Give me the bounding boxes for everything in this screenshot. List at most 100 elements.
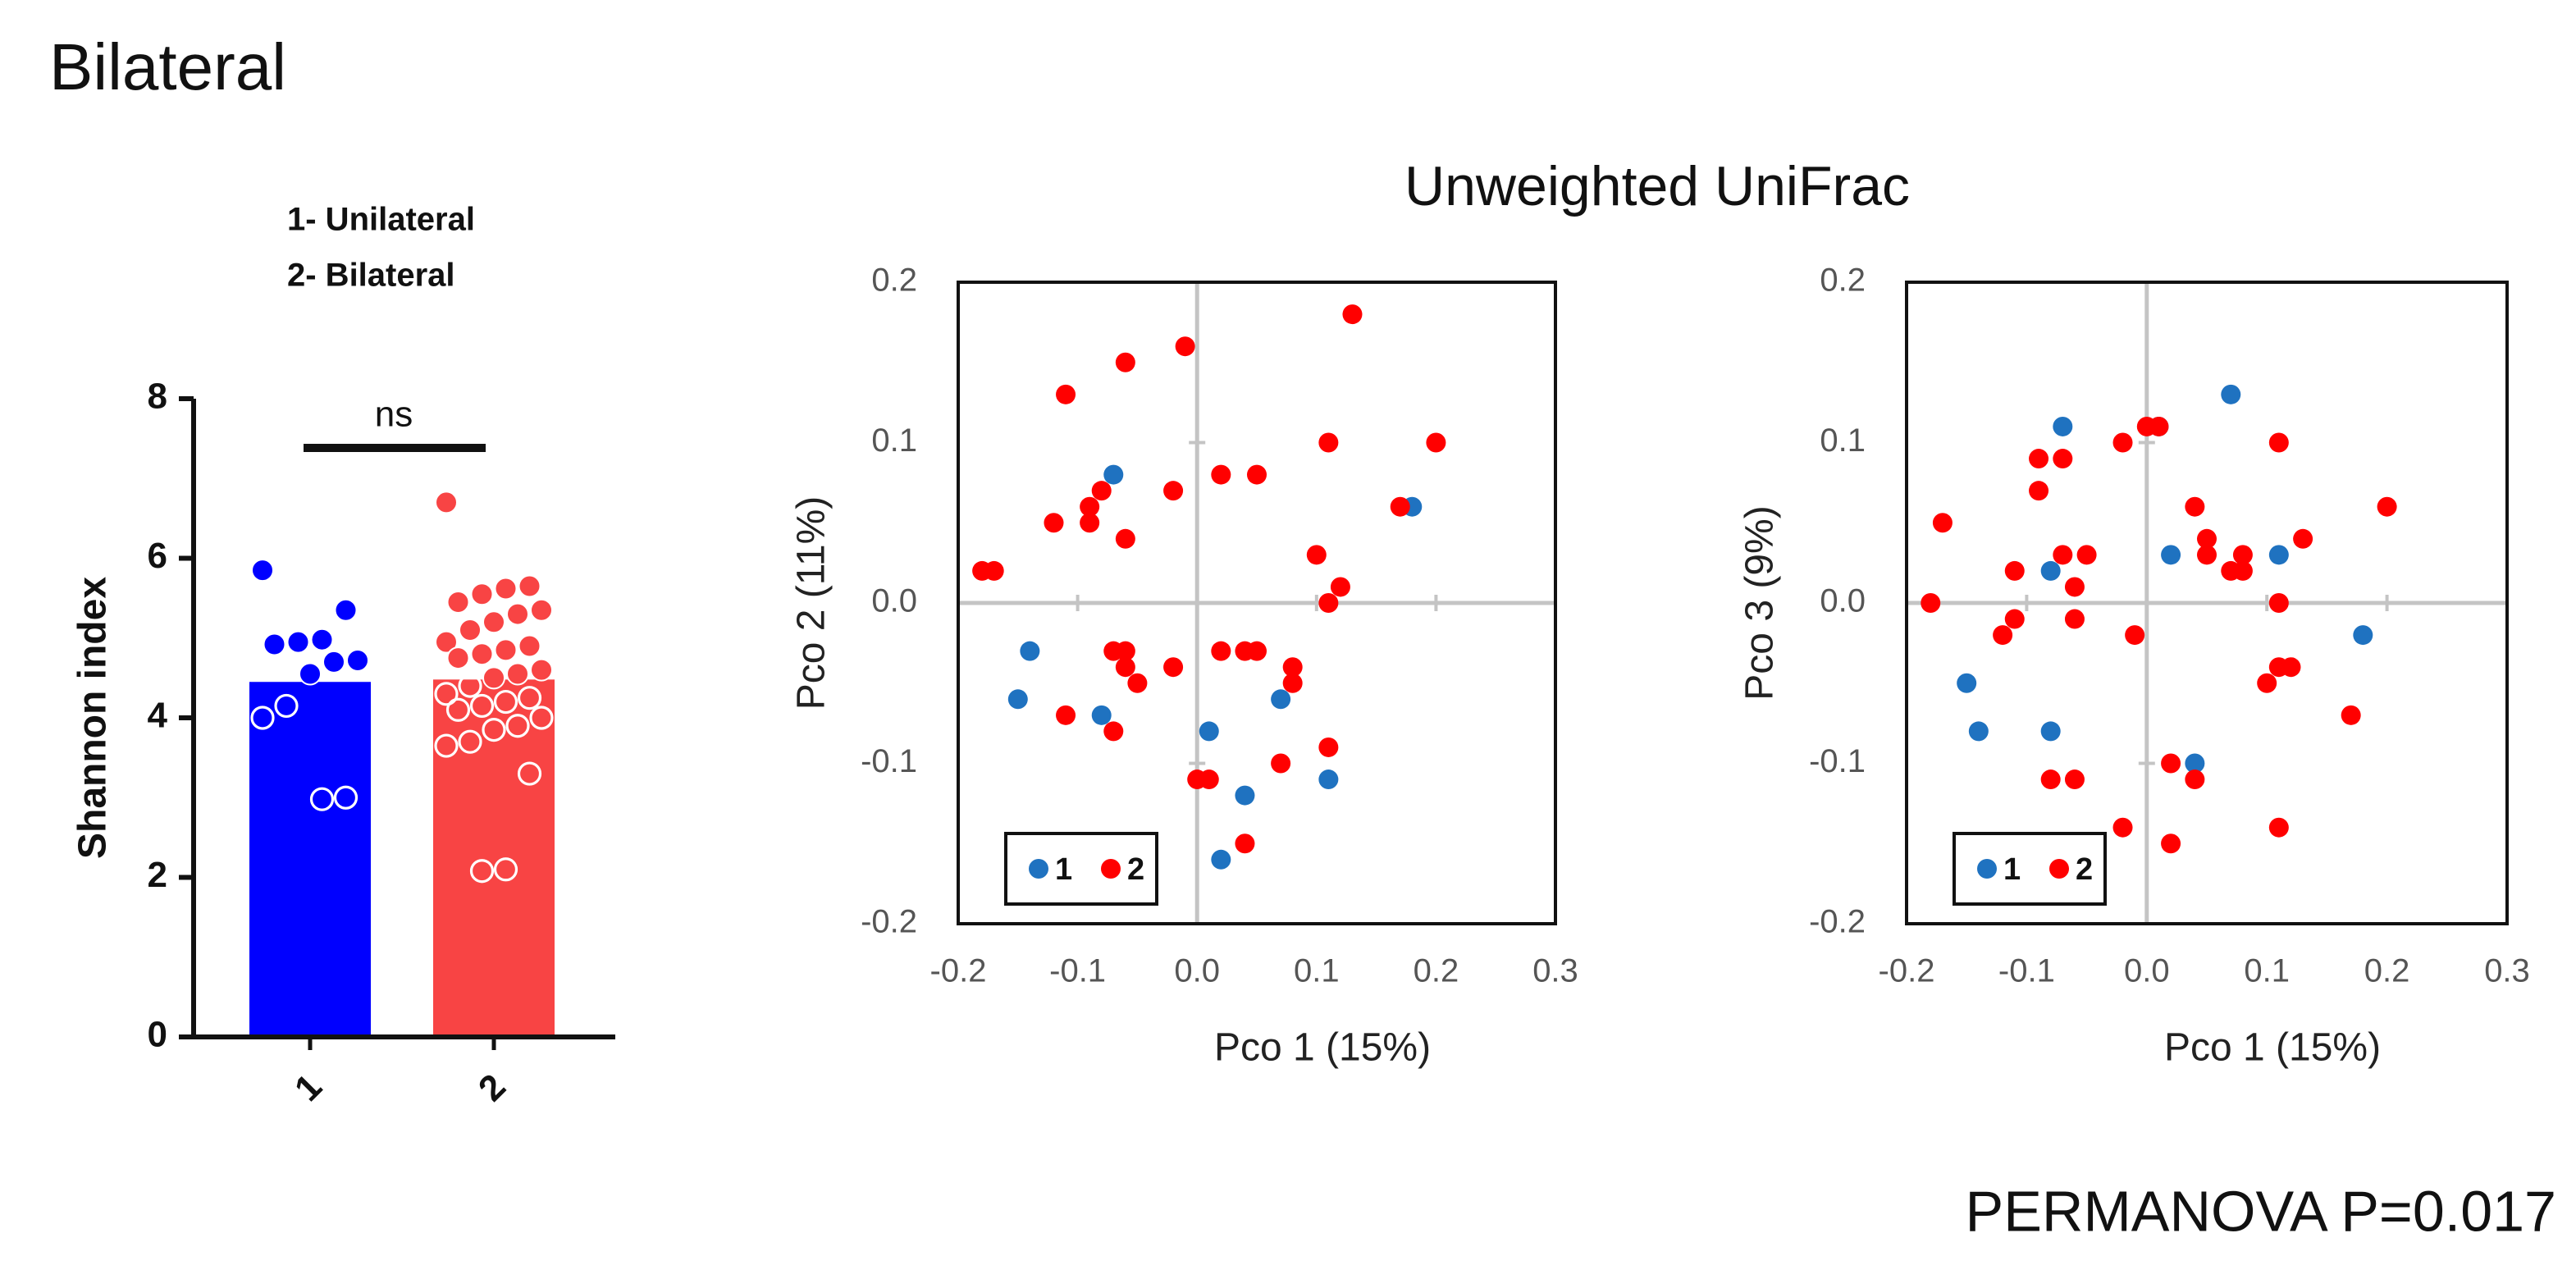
- page-title: Bilateral: [49, 30, 286, 103]
- legend-label: 2: [1127, 852, 1144, 887]
- data-point: [334, 598, 358, 622]
- data-point: [446, 590, 470, 614]
- data-point: [2040, 770, 2061, 790]
- data-point: [1211, 849, 1231, 870]
- data-point: [494, 577, 518, 601]
- legend-label: 2- Bilateral: [287, 258, 455, 294]
- data-point: [1247, 641, 1267, 661]
- data-point: [1007, 689, 1028, 710]
- data-point: [469, 693, 495, 719]
- x-tick-label: 0.2: [2364, 953, 2410, 989]
- data-point: [309, 787, 335, 811]
- data-point: [2149, 416, 2169, 436]
- data-point: [2268, 545, 2289, 565]
- data-point: [1306, 545, 1327, 565]
- y-tick-label: 0.2: [871, 263, 917, 299]
- y-tick-label: 0.0: [1820, 583, 1866, 619]
- data-point: [1044, 513, 1064, 533]
- data-point: [1115, 528, 1135, 549]
- data-point: [1080, 513, 1100, 533]
- y-axis-label: Pco 2 (11%): [790, 496, 834, 710]
- legend-marker: [2049, 859, 2069, 879]
- x-tick-label: -0.2: [1879, 953, 1935, 989]
- data-point: [2377, 496, 2397, 517]
- data-point: [2281, 657, 2301, 678]
- annotation: PERMANOVA P=0.017: [1966, 1179, 2556, 1243]
- data-point: [2197, 545, 2217, 565]
- data-point: [1318, 432, 1339, 453]
- data-point: [1103, 464, 1124, 485]
- y-tick-label: 4: [148, 696, 168, 736]
- data-point: [506, 602, 529, 626]
- data-point: [493, 857, 518, 882]
- data-point: [1080, 496, 1100, 517]
- y-tick-label: 0.2: [1820, 263, 1866, 299]
- legend-marker: [1101, 859, 1121, 879]
- x-tick-label: 0.0: [2124, 953, 2170, 989]
- x-tick-label: 0.2: [1414, 953, 1459, 989]
- data-point: [446, 646, 470, 670]
- data-point: [1235, 833, 1255, 854]
- data-point: [2125, 625, 2145, 646]
- data-point: [459, 619, 482, 642]
- data-point: [1318, 737, 1339, 757]
- data-point: [2268, 817, 2289, 838]
- data-point: [445, 697, 471, 722]
- data-point: [1103, 721, 1124, 742]
- group-title: Unweighted UniFrac: [1404, 155, 1910, 217]
- legend-label: 1- Unilateral: [287, 202, 475, 238]
- x-tick-label: -0.1: [1049, 953, 1106, 989]
- data-point: [274, 693, 299, 719]
- data-point: [1056, 384, 1076, 404]
- x-tick-label: 0.3: [1532, 953, 1578, 989]
- data-point: [518, 574, 541, 598]
- significance-label: ns: [375, 395, 413, 435]
- data-point: [2341, 705, 2361, 725]
- data-point: [2353, 625, 2373, 646]
- data-point: [1426, 432, 1446, 453]
- data-point: [2161, 753, 2181, 774]
- data-point: [2232, 545, 2253, 565]
- data-point: [1199, 770, 1219, 790]
- data-point: [2064, 770, 2085, 790]
- data-point: [1390, 496, 1410, 517]
- y-tick-label: 0.0: [871, 583, 917, 619]
- data-point: [2040, 560, 2061, 581]
- data-point: [2268, 432, 2289, 453]
- data-point: [333, 785, 359, 810]
- data-point: [2221, 384, 2241, 404]
- data-point: [517, 686, 542, 710]
- data-point: [482, 717, 506, 742]
- data-point: [322, 650, 345, 674]
- data-point: [482, 610, 505, 634]
- data-point: [1282, 657, 1303, 678]
- data-point: [1091, 481, 1112, 501]
- data-point: [434, 682, 459, 706]
- y-tick-label: -0.2: [1809, 904, 1866, 940]
- data-point: [1968, 721, 1989, 742]
- data-point: [250, 706, 275, 730]
- x-axis-label: Pco 1 (15%): [2164, 1026, 2381, 1070]
- data-point: [529, 706, 554, 730]
- data-point: [2040, 721, 2061, 742]
- data-point: [434, 733, 459, 758]
- x-tick-label: 1: [287, 1066, 330, 1109]
- data-point: [286, 630, 310, 654]
- data-point: [2004, 609, 2025, 629]
- data-point: [469, 859, 495, 884]
- data-point: [1247, 464, 1267, 485]
- data-point: [1020, 641, 1040, 661]
- y-tick-label: 0.1: [1820, 422, 1866, 459]
- y-tick-label: 6: [148, 536, 167, 576]
- x-tick-label: 0.1: [1294, 953, 1340, 989]
- data-point: [1199, 721, 1219, 742]
- x-tick-label: -0.2: [930, 953, 987, 989]
- data-point: [1330, 577, 1350, 597]
- x-tick-label: -0.1: [1998, 953, 2055, 989]
- legend-label: 2: [2076, 852, 2093, 887]
- legend-label: 1: [1055, 852, 1072, 887]
- data-point: [984, 560, 1004, 581]
- data-point: [2185, 753, 2205, 774]
- data-point: [2161, 833, 2181, 854]
